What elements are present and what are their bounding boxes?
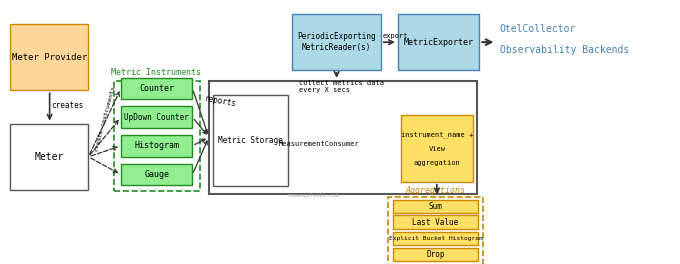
Text: Observability Backends: Observability Backends — [500, 45, 629, 55]
Text: UpDown Counter: UpDown Counter — [124, 113, 189, 122]
Text: Explicit Bucket Histogram: Explicit Bucket Histogram — [389, 236, 482, 241]
FancyBboxPatch shape — [393, 232, 478, 246]
FancyBboxPatch shape — [121, 135, 192, 157]
Text: Aggregations: Aggregations — [405, 186, 465, 195]
Text: collect metrics data
every X secs: collect metrics data every X secs — [299, 79, 384, 93]
FancyBboxPatch shape — [292, 14, 381, 70]
FancyBboxPatch shape — [213, 95, 288, 186]
Text: Meter Provider: Meter Provider — [12, 53, 87, 62]
Text: Meter: Meter — [35, 152, 64, 162]
FancyBboxPatch shape — [393, 215, 478, 229]
Text: Last Value: Last Value — [412, 218, 459, 227]
Text: instrument_name +

View

aggregation: instrument_name + View aggregation — [401, 131, 473, 166]
Text: Sum: Sum — [428, 202, 443, 211]
FancyBboxPatch shape — [393, 248, 478, 261]
FancyBboxPatch shape — [209, 81, 477, 194]
FancyBboxPatch shape — [401, 115, 473, 182]
FancyBboxPatch shape — [121, 106, 192, 128]
FancyBboxPatch shape — [121, 78, 192, 99]
Text: Drop: Drop — [426, 250, 445, 259]
Text: PeriodicExporting
MetricReader(s): PeriodicExporting MetricReader(s) — [297, 32, 376, 52]
Text: MetricExporter: MetricExporter — [404, 38, 473, 47]
FancyBboxPatch shape — [393, 200, 478, 213]
Text: Histogram: Histogram — [134, 141, 180, 150]
Text: Metric Storage: Metric Storage — [218, 136, 283, 145]
Text: reports: reports — [204, 94, 237, 108]
FancyBboxPatch shape — [10, 24, 88, 90]
Text: export: export — [382, 33, 408, 39]
Text: Gauge: Gauge — [144, 170, 169, 179]
FancyBboxPatch shape — [121, 164, 192, 185]
Text: OtelCollector: OtelCollector — [500, 23, 576, 34]
Text: Counter: Counter — [139, 84, 174, 93]
Text: Metric Instruments: Metric Instruments — [112, 68, 201, 77]
Text: creates: creates — [51, 101, 84, 110]
Text: romangulyako.com: romangulyako.com — [287, 194, 339, 199]
FancyBboxPatch shape — [10, 124, 88, 190]
FancyBboxPatch shape — [398, 14, 479, 70]
Text: create instruments: create instruments — [95, 86, 116, 152]
Text: MeasurementConsumer: MeasurementConsumer — [279, 141, 360, 147]
